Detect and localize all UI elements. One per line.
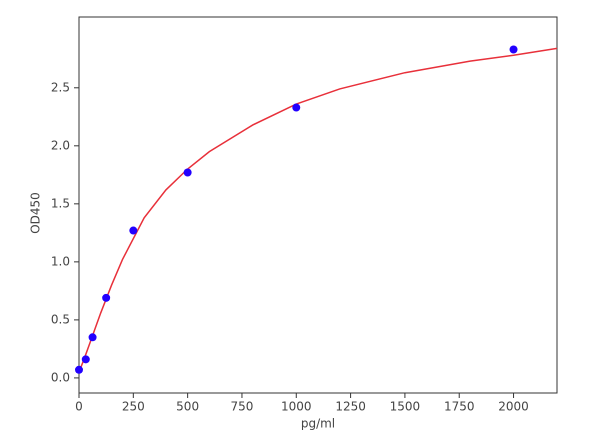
data-point [81,355,90,364]
y-tick-label: 1.0 [51,254,70,268]
data-point [88,333,97,342]
data-point [183,168,192,177]
x-tick-label: 750 [231,400,254,414]
y-tick-label: 0.0 [51,370,70,384]
x-tick-label: 250 [122,400,145,414]
y-tick-label: 0.5 [51,312,70,326]
y-axis-label: OD450 [29,192,43,234]
x-tick-label: 1250 [335,400,366,414]
y-tick-label: 2.5 [51,80,70,94]
data-point [292,103,301,112]
y-tick-label: 1.5 [51,196,70,210]
data-point [129,226,138,235]
x-tick-label: 0 [75,400,83,414]
data-point [509,45,518,54]
plot-frame [78,16,558,394]
x-axis-label: pg/ml [301,417,335,431]
x-tick-label: 1750 [444,400,475,414]
x-tick-label: 500 [176,400,199,414]
x-tick-label: 1500 [390,400,421,414]
data-point [102,293,111,302]
x-tick-label: 1000 [281,400,312,414]
x-tick-label: 2000 [498,400,529,414]
data-point [75,365,83,374]
y-tick-label: 2.0 [51,138,70,152]
